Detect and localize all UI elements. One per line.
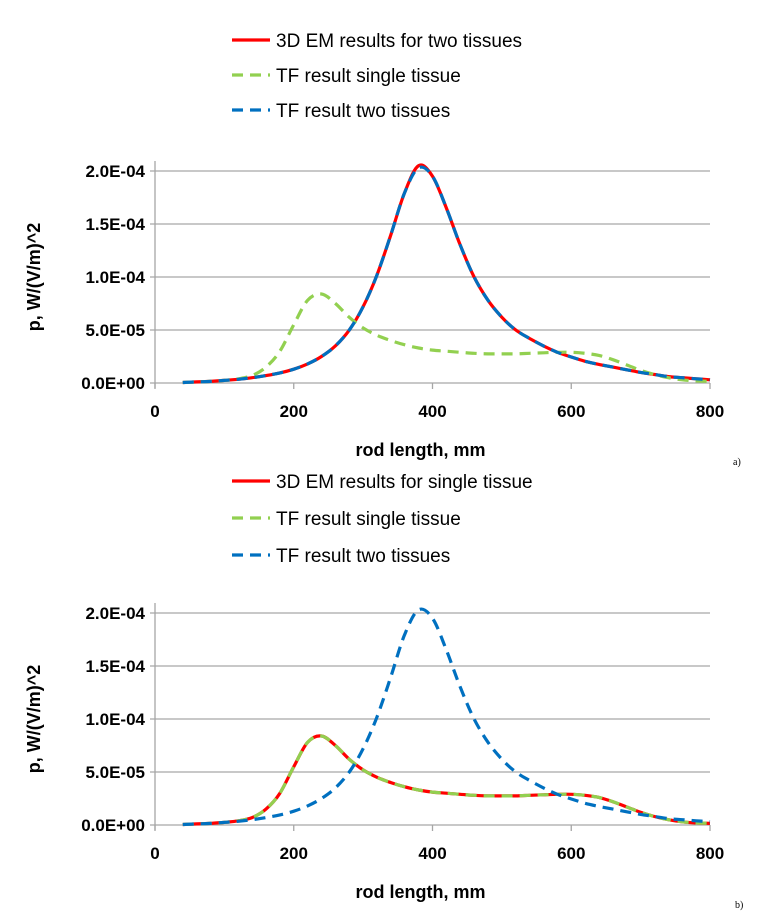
y-tick-label: 1.5E-04 [85,215,145,234]
y-tick-label: 1.0E-04 [85,710,145,729]
legend-label: TF result single tissue [276,66,461,87]
y-tick-label: 5.0E-05 [85,763,145,782]
chart-a: 0.0E+00 5.0E-05 1.0E-04 1.5E-04 2.0E-04 0 200 4… [24,31,741,468]
x-tick-label: 800 [696,402,724,421]
panel-label: b) [735,900,743,911]
legend-label: TF result two tissues [276,101,450,122]
y-axis-title: p, W/(V/m)^2 [24,665,44,774]
series-line-green [182,734,711,827]
y-tick-label: 1.5E-04 [85,657,145,676]
series-line-blue [182,165,711,385]
legend-label: 3D EM results for single tissue [276,472,533,493]
y-axis-title: p, W/(V/m)^2 [24,223,44,332]
y-tick-label: 0.0E+00 [81,816,145,835]
series-line-blue [182,607,711,827]
y-tick-label: 5.0E-05 [85,321,145,340]
y-tick-label: 0.0E+00 [81,374,145,393]
x-axis-title: rod length, mm [356,440,486,460]
x-tick-label: 400 [418,844,446,863]
y-tick-label: 1.0E-04 [85,268,145,287]
x-tick-label: 400 [418,402,446,421]
panel-label: a) [733,457,741,468]
x-tick-label: 0 [150,844,159,863]
x-tick-label: 600 [557,402,585,421]
legend-label: 3D EM results for two tissues [276,31,522,52]
series-line-green [182,292,711,385]
x-tick-label: 600 [557,844,585,863]
y-tick-label: 2.0E-04 [85,604,145,623]
x-tick-label: 200 [280,402,308,421]
legend-label: TF result two tissues [276,546,450,567]
chart-b: 0.0E+00 5.0E-05 1.0E-04 1.5E-04 2.0E-04 0 200 4… [24,472,743,911]
x-tick-label: 0 [150,402,159,421]
y-tick-label: 2.0E-04 [85,162,145,181]
x-tick-label: 200 [280,844,308,863]
x-tick-label: 800 [696,844,724,863]
series-line-red [182,163,711,385]
legend-label: TF result single tissue [276,509,461,530]
x-axis-title: rod length, mm [356,882,486,902]
